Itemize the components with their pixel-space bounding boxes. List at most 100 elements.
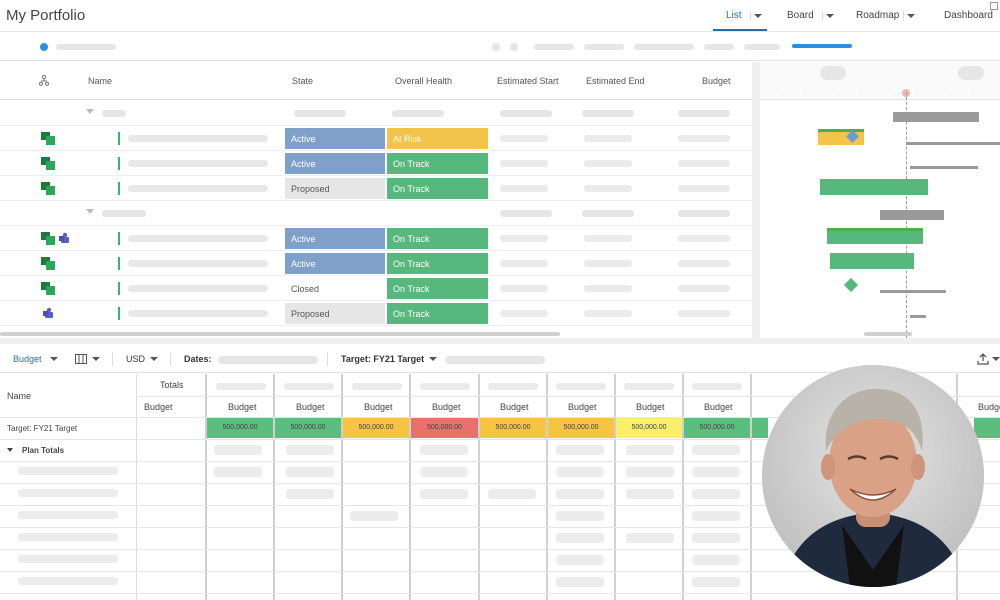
budget-value[interactable] [678, 285, 730, 292]
project-name[interactable] [128, 160, 268, 167]
table-row[interactable]: Proposed On Track [0, 176, 752, 201]
health-cell[interactable]: On Track [387, 153, 488, 174]
tab-roadmap-dropdown-icon[interactable] [903, 11, 915, 21]
collapse-chevron-icon[interactable] [86, 109, 94, 114]
budget-value[interactable] [678, 260, 730, 267]
chevron-down-icon[interactable] [429, 357, 437, 361]
target-budget-cell[interactable]: 500,000.00 [480, 418, 546, 438]
estimated-start-value[interactable] [500, 310, 548, 317]
estimated-end-value[interactable] [584, 135, 632, 142]
target-budget-cell[interactable]: 500,000.00 [411, 418, 478, 438]
tab-board-dropdown-icon[interactable] [822, 11, 834, 21]
chevron-down-icon[interactable] [150, 357, 158, 361]
project-name[interactable] [128, 135, 268, 142]
collapse-chevron-icon[interactable] [7, 448, 13, 452]
dates-range-field[interactable] [218, 356, 318, 364]
gantt-bar-on-track[interactable] [820, 179, 928, 195]
target-dropdown[interactable]: Target: FY21 Target [341, 354, 425, 364]
project-name[interactable] [128, 185, 268, 192]
target-budget-cell[interactable]: 500,000.00 [207, 418, 273, 438]
estimated-end-value[interactable] [584, 310, 632, 317]
column-header-name[interactable]: Name [88, 76, 113, 86]
milestone-icon[interactable] [843, 277, 859, 293]
column-header-state[interactable]: State [292, 76, 314, 86]
tab-dashboard[interactable]: Dashboard [944, 10, 993, 21]
budget-value[interactable] [678, 135, 730, 142]
state-cell[interactable]: Closed [285, 278, 385, 299]
project-name[interactable] [128, 285, 268, 292]
tab-roadmap[interactable]: Roadmap [856, 10, 900, 21]
gantt-line[interactable] [910, 166, 978, 169]
gantt-summary-bar[interactable] [893, 112, 979, 122]
state-cell[interactable]: Active [285, 153, 385, 174]
budget-view-dropdown[interactable]: Budget [13, 354, 42, 364]
budget-name-header[interactable]: Name [7, 391, 32, 401]
column-header-estimated-end[interactable]: Estimated End [586, 76, 645, 86]
estimated-end-value[interactable] [584, 260, 632, 267]
table-row[interactable]: Active On Track [0, 226, 752, 251]
estimated-end-value[interactable] [584, 285, 632, 292]
gantt-line[interactable] [906, 142, 1000, 145]
target-budget-cell[interactable] [974, 418, 1000, 438]
budget-value[interactable] [678, 160, 730, 167]
estimated-start-value[interactable] [500, 160, 548, 167]
estimated-end-value[interactable] [584, 185, 632, 192]
table-row[interactable]: Closed On Track [0, 276, 752, 301]
target-budget-cell[interactable]: 500,000.00 [275, 418, 341, 438]
table-row[interactable]: Active At Risk [0, 126, 752, 151]
add-icon[interactable] [40, 43, 48, 51]
health-cell[interactable]: On Track [387, 278, 488, 299]
project-name[interactable] [128, 260, 268, 267]
budget-value[interactable] [678, 185, 730, 192]
toolbar-placeholder[interactable] [534, 44, 574, 50]
column-header-budget[interactable]: Budget [702, 76, 731, 86]
horizontal-scrollbar[interactable] [0, 332, 560, 336]
health-cell[interactable]: At Risk [387, 128, 488, 149]
export-icon[interactable] [977, 353, 989, 365]
state-cell[interactable]: Proposed [285, 178, 385, 199]
estimated-start-value[interactable] [500, 260, 548, 267]
estimated-start-value[interactable] [500, 135, 548, 142]
health-cell[interactable]: On Track [387, 178, 488, 199]
expand-icon[interactable] [990, 2, 998, 10]
project-name[interactable] [128, 235, 268, 242]
target-row-label[interactable]: Target: FY21 Target [7, 424, 78, 433]
table-row[interactable]: Active On Track [0, 151, 752, 176]
estimated-end-value[interactable] [584, 160, 632, 167]
group-row[interactable] [0, 101, 752, 126]
columns-icon[interactable] [75, 354, 87, 364]
target-budget-cell[interactable]: 500,000.00 [684, 418, 750, 438]
estimated-start-value[interactable] [500, 235, 548, 242]
hierarchy-icon[interactable] [39, 75, 49, 86]
table-row[interactable]: Proposed On Track [0, 301, 752, 326]
column-header-health[interactable]: Overall Health [395, 76, 453, 86]
column-header-estimated-start[interactable]: Estimated Start [497, 76, 559, 86]
state-cell[interactable]: Proposed [285, 303, 385, 324]
group-row[interactable] [0, 201, 752, 226]
toolbar-placeholder[interactable] [584, 44, 624, 50]
health-cell[interactable]: On Track [387, 228, 488, 249]
currency-dropdown[interactable]: USD [126, 354, 146, 364]
health-cell[interactable]: On Track [387, 253, 488, 274]
state-cell[interactable]: Active [285, 228, 385, 249]
toolbar-placeholder[interactable] [744, 44, 780, 50]
gantt-summary-bar[interactable] [880, 210, 944, 220]
tab-board[interactable]: Board [787, 10, 814, 21]
collapse-chevron-icon[interactable] [86, 209, 94, 214]
gantt-panel[interactable]: · · · · · · · · [752, 62, 1000, 338]
target-budget-cell[interactable]: 500,000.00 [616, 418, 682, 438]
project-name[interactable] [128, 310, 268, 317]
estimated-end-value[interactable] [584, 235, 632, 242]
target-budget-cell[interactable]: 500,000.00 [343, 418, 409, 438]
chevron-down-icon[interactable] [992, 357, 1000, 361]
state-cell[interactable]: Active [285, 253, 385, 274]
target-budget-cell[interactable]: 500,000.00 [548, 418, 614, 438]
tab-list[interactable]: List [726, 10, 742, 21]
gantt-line[interactable] [910, 315, 926, 318]
panel-splitter[interactable] [0, 338, 1000, 344]
toolbar-placeholder[interactable] [634, 44, 694, 50]
chevron-down-icon[interactable] [92, 357, 100, 361]
state-cell[interactable]: Active [285, 128, 385, 149]
estimated-start-value[interactable] [500, 185, 548, 192]
toolbar-icon[interactable] [510, 43, 518, 51]
